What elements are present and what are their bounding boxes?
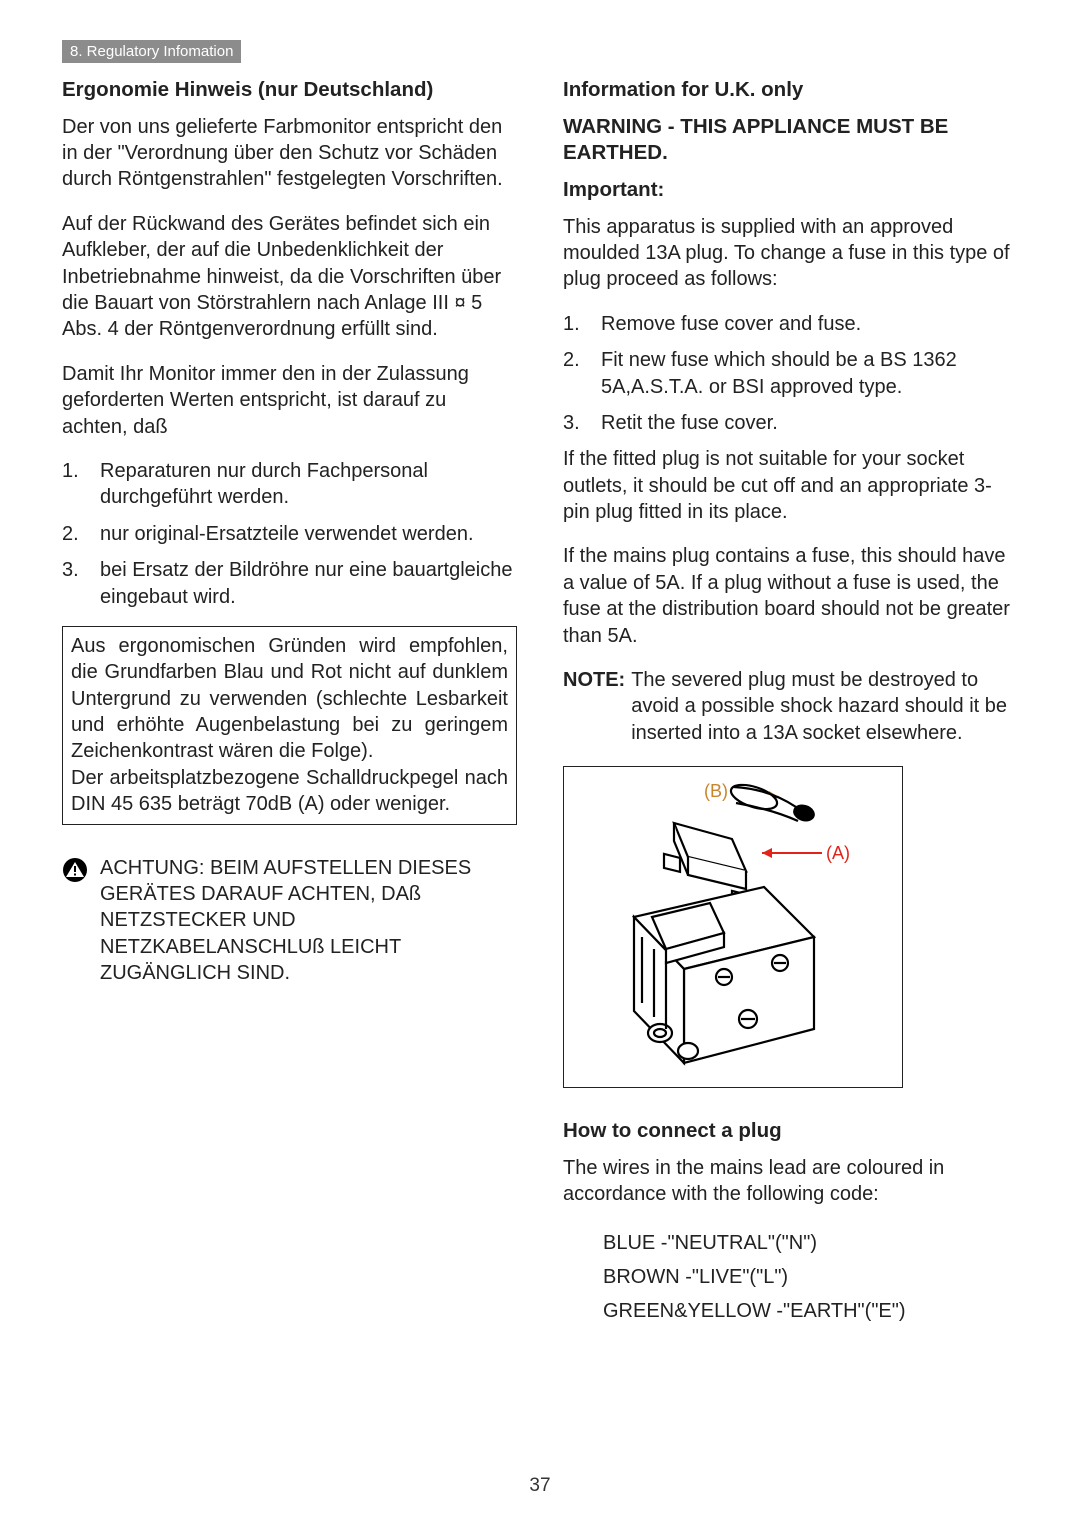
howto-para: The wires in the mains lead are coloured… <box>563 1155 1018 1208</box>
note-body: The severed plug must be destroyed to av… <box>631 667 1018 746</box>
list-item: Reparaturen nur durch Fachpersonal durch… <box>62 458 517 511</box>
important-label: Important: <box>563 177 1018 204</box>
list-item: bei Ersatz der Bildröhre nur eine bauart… <box>62 557 517 610</box>
right-p1: This apparatus is supplied with an appro… <box>563 214 1018 293</box>
plug-body-icon <box>634 887 814 1063</box>
wire-color-codes: BLUE -"NEUTRAL"("N") BROWN -"LIVE"("L") … <box>563 1226 1018 1328</box>
achtung-block: ACHTUNG: BEIM AUFSTELLEN DIESES GERÄTES … <box>62 855 517 987</box>
ergonomic-note-box: Aus ergonomischen Gründen wird empfohlen… <box>62 626 517 825</box>
right-title-uk: Information for U.K. only <box>563 77 1018 104</box>
right-column: Information for U.K. only WARNING - THIS… <box>563 77 1018 1328</box>
howto-title: How to connect a plug <box>563 1118 1018 1145</box>
list-item: nur original-Ersatzteile verwendet werde… <box>62 521 517 547</box>
code-line: BLUE -"NEUTRAL"("N") <box>603 1226 1018 1260</box>
right-p2: If the fitted plug is not suitable for y… <box>563 446 1018 525</box>
fuse-icon <box>728 780 816 823</box>
list-item: Remove fuse cover and fuse. <box>563 311 1018 337</box>
two-column-layout: Ergonomie Hinweis (nur Deutschland) Der … <box>62 77 1018 1328</box>
note-label: NOTE: <box>563 667 631 746</box>
left-p1: Der von uns gelieferte Farbmonitor entsp… <box>62 114 517 193</box>
note-block: NOTE: The severed plug must be destroyed… <box>563 667 1018 746</box>
section-header: 8. Regulatory Infomation <box>62 40 241 63</box>
achtung-text: ACHTUNG: BEIM AUFSTELLEN DIESES GERÄTES … <box>100 855 517 987</box>
left-list: Reparaturen nur durch Fachpersonal durch… <box>62 458 517 610</box>
right-p3: If the mains plug contains a fuse, this … <box>563 543 1018 649</box>
list-item: Retit the fuse cover. <box>563 410 1018 436</box>
code-line: GREEN&YELLOW -"EARTH"("E") <box>603 1294 1018 1328</box>
left-p2: Auf der Rückwand des Gerätes befindet si… <box>62 211 517 343</box>
code-line: BROWN -"LIVE"("L") <box>603 1260 1018 1294</box>
warning-heading: WARNING - THIS APPLIANCE MUST BE EARTHED… <box>563 114 1018 167</box>
warning-icon <box>62 857 88 888</box>
diagram-label-a: (A) <box>826 843 850 863</box>
left-p3: Damit Ihr Monitor immer den in der Zulas… <box>62 361 517 440</box>
left-column: Ergonomie Hinweis (nur Deutschland) Der … <box>62 77 517 1328</box>
plug-diagram: (B) (A) <box>563 766 903 1088</box>
list-item: Fit new fuse which should be a BS 1362 5… <box>563 347 1018 400</box>
page-number: 37 <box>0 1475 1080 1497</box>
diagram-label-b: (B) <box>704 781 728 801</box>
left-title: Ergonomie Hinweis (nur Deutschland) <box>62 77 517 104</box>
right-list: Remove fuse cover and fuse. Fit new fuse… <box>563 311 1018 437</box>
